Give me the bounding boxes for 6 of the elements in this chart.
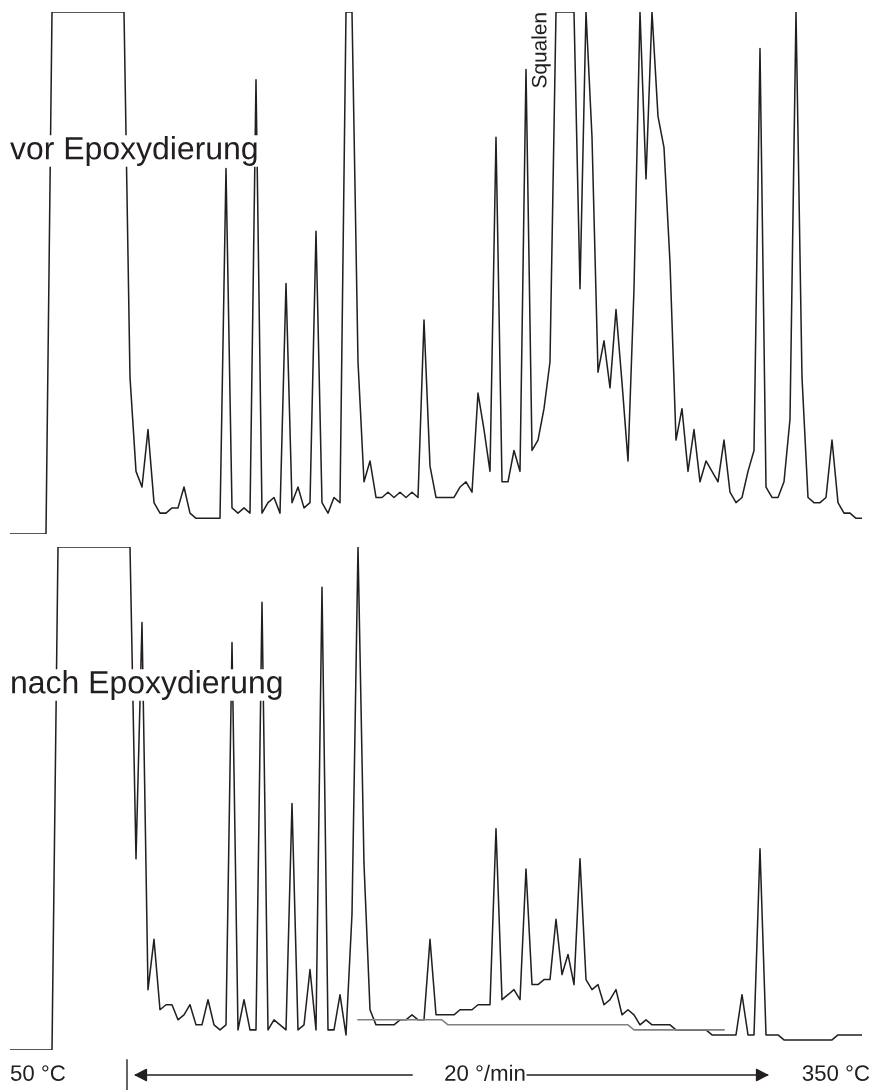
text: 350 °C [802,1065,870,1081]
annotation: nach Epoxydierung [12,670,282,700]
annotation: Squalen [531,13,551,88]
text: 20 °/min [445,1064,525,1081]
annotation: vor Epoxydierung [10,136,257,166]
text: 50 °C [10,1065,65,1081]
